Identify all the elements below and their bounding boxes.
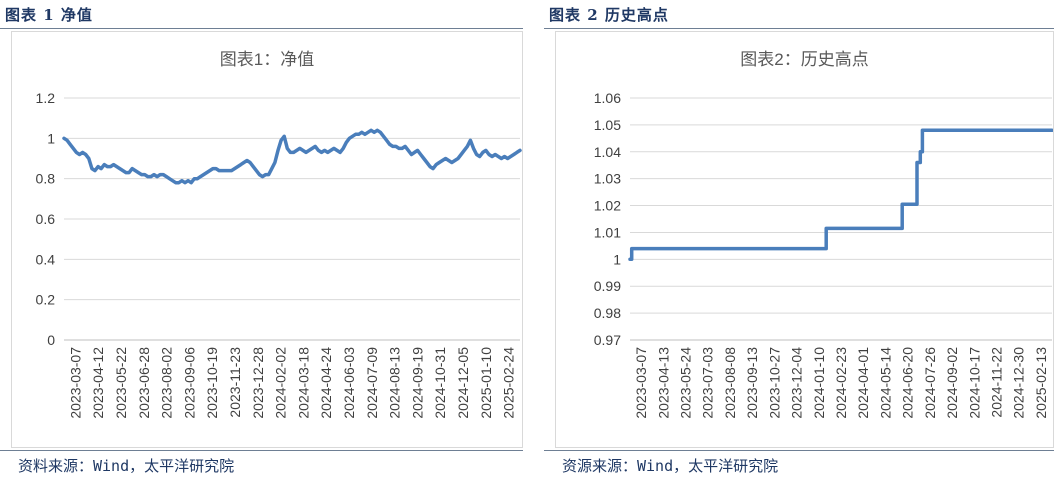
chart-frame: 图表2：历史高点 0.97 0.98 0.99 1 1.01 1.02 1.03 1.04 1.0…: [555, 31, 1054, 448]
chart-panel-1: 图表 1 净值 图表1：净值 0 0.2 0.4 0.6 0.8 1 1.2 2023-03-0…: [0, 0, 523, 483]
chart-frame: 图表1：净值 0 0.2 0.4 0.6 0.8 1 1.2 2023-03-07 2023-04…: [11, 31, 523, 448]
y-tick-label: 0.8: [36, 171, 56, 187]
x-tick-label: 2023-10-19: [204, 347, 220, 419]
y-tick-label: 0: [47, 332, 55, 348]
y-tick-label: 0.97: [594, 332, 621, 348]
x-tick-label: 2023-12-28: [250, 347, 266, 419]
y-tick-label: 1.04: [594, 144, 621, 160]
y-tick-label: 0.2: [36, 292, 56, 308]
x-tick-label: 2023-03-07: [67, 347, 83, 419]
y-tick-label: 0.98: [594, 305, 621, 321]
x-tick-label: 2024-10-17: [966, 347, 982, 419]
y-tick-label: 0.6: [36, 211, 56, 227]
x-tick-label: 2023-06-28: [136, 347, 152, 419]
x-tick-label: 2023-12-04: [789, 347, 805, 419]
x-tick-label: 2024-11-22: [988, 347, 1004, 418]
x-tick-label: 2024-06-03: [341, 347, 357, 419]
divider: [0, 28, 523, 29]
historical-high-chart: 图表2：历史高点 0.97 0.98 0.99 1 1.01 1.02 1.03 1.04 1.0…: [594, 50, 1054, 419]
y-tick-label: 0.99: [594, 278, 621, 294]
x-tick-label: 2023-04-13: [655, 347, 671, 419]
x-tick-label: 2023-04-12: [90, 347, 106, 419]
y-tick-label: 1.02: [594, 198, 621, 214]
x-tick-label: 2024-02-02: [273, 347, 289, 419]
x-tick-label: 2024-12-30: [1011, 347, 1027, 419]
series-line: [62, 128, 522, 185]
x-tick-label: 2024-05-14: [877, 347, 893, 419]
y-tick-label: 1.05: [594, 117, 621, 133]
x-tick-label: 2024-09-19: [409, 347, 425, 419]
y-tick-label: 1: [613, 251, 621, 267]
x-tick-label: 2024-08-13: [387, 347, 403, 419]
x-tick-label: 2025-01-10: [478, 347, 494, 419]
y-tick-label: 1.01: [594, 224, 621, 240]
figure-caption: 图表 2 历史高点: [549, 6, 669, 24]
figure-caption: 图表 1 净值: [5, 6, 93, 24]
divider: [0, 450, 523, 451]
divider: [544, 28, 1054, 29]
y-tick-label: 1.06: [594, 90, 621, 106]
source-note: 资料来源：Wind，太平洋研究院: [18, 457, 235, 475]
x-tick-label: 2023-09-13: [744, 347, 760, 419]
x-tick-label: 2023-05-24: [678, 347, 694, 419]
nav-line-chart: 图表1：净值 0 0.2 0.4 0.6 0.8 1 1.2 2023-03-07 2023-04…: [36, 50, 522, 419]
x-tick-label: 2023-09-06: [181, 347, 197, 419]
x-tick-label: 2023-08-02: [159, 347, 175, 419]
x-tick-label: 2024-04-01: [855, 347, 871, 419]
x-tick-label: 2023-10-27: [766, 347, 782, 419]
x-tick-label: 2024-09-02: [944, 347, 960, 419]
x-tick-label: 2024-12-05: [455, 347, 471, 419]
x-tick-label: 2023-03-07: [633, 347, 649, 419]
x-tick-label: 2024-03-18: [295, 347, 311, 419]
y-tick-label: 0.4: [36, 251, 56, 267]
source-note: 资源来源：Wind，太平洋研究院: [562, 457, 779, 475]
x-tick-label: 2023-08-08: [722, 347, 738, 419]
chart-panel-2: 图表 2 历史高点 图表2：历史高点 0.97 0.98 0.99 1 1.01 1.02 1…: [544, 0, 1054, 483]
x-tick-label: 2024-10-31: [432, 347, 448, 419]
y-tick-label: 1.2: [36, 90, 56, 106]
x-tick-label: 2024-01-10: [811, 347, 827, 419]
chart-title: 图表1：净值: [220, 50, 314, 69]
x-tick-label: 2024-06-20: [900, 347, 916, 419]
x-tick-label: 2023-07-03: [700, 347, 716, 419]
series-line: [628, 128, 1054, 262]
x-tick-label: 2025-02-13: [1033, 347, 1049, 419]
chart-title: 图表2：历史高点: [740, 50, 868, 69]
x-tick-label: 2024-04-24: [318, 347, 334, 419]
x-tick-label: 2024-02-23: [833, 347, 849, 419]
y-tick-label: 1.03: [594, 171, 621, 187]
y-tick-label: 1: [47, 130, 55, 146]
x-tick-label: 2024-07-09: [364, 347, 380, 419]
x-tick-label: 2023-11-23: [227, 347, 243, 418]
x-tick-label: 2025-02-24: [501, 347, 517, 419]
divider: [544, 450, 1054, 451]
x-tick-label: 2023-05-22: [113, 347, 129, 419]
x-tick-label: 2024-07-26: [922, 347, 938, 419]
